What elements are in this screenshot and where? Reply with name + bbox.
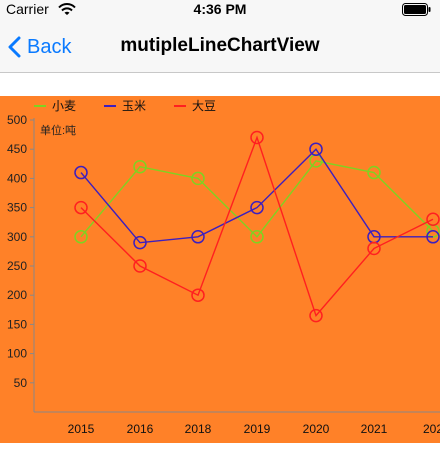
data-point xyxy=(74,230,88,244)
data-point xyxy=(309,142,323,156)
y-tick-label: 200 xyxy=(7,288,27,302)
data-point xyxy=(133,159,147,174)
chart-canvas: 单位:吨 50 100 150 200 250 300 350 400 450 500 2015 2… xyxy=(0,96,440,443)
y-tick-label: 250 xyxy=(7,259,27,273)
status-bar: Carrier 4:36 PM xyxy=(0,0,440,20)
x-tick-label: 2018 xyxy=(185,422,212,436)
series-line xyxy=(80,160,434,238)
legend-label: 大豆 xyxy=(192,99,216,113)
x-tick-label: 2015 xyxy=(68,422,95,436)
data-point xyxy=(74,200,88,215)
data-point xyxy=(426,230,440,244)
data-point xyxy=(133,259,147,273)
carrier-label: Carrier xyxy=(6,1,49,17)
data-point xyxy=(133,235,147,250)
back-label: Back xyxy=(27,35,72,58)
page-title: mutipleLineChartView xyxy=(120,35,320,56)
data-point xyxy=(191,171,205,186)
x-tick-label: 2016 xyxy=(127,422,154,436)
data-point xyxy=(426,212,440,227)
status-time: 4:36 PM xyxy=(193,1,247,17)
x-tick-label: 202 xyxy=(423,422,440,436)
back-button[interactable]: Back xyxy=(8,33,71,61)
chevron-left-icon xyxy=(8,36,21,58)
y-tick-label: 300 xyxy=(7,230,27,244)
battery-icon xyxy=(402,3,432,19)
series-line xyxy=(80,148,433,244)
data-point xyxy=(367,165,381,180)
legend-label: 玉米 xyxy=(122,99,146,113)
data-point xyxy=(74,165,88,180)
data-point xyxy=(191,230,205,244)
legend-label: 小麦 xyxy=(52,99,76,113)
data-point xyxy=(250,130,264,145)
x-tick-label: 2020 xyxy=(303,422,330,436)
data-point xyxy=(191,288,205,302)
data-point xyxy=(367,241,381,256)
series-line xyxy=(80,135,434,318)
y-tick-label: 450 xyxy=(7,142,27,156)
content-area: 单位:吨 50 100 150 200 250 300 350 400 450 500 2015 2… xyxy=(0,73,440,463)
y-tick-label: 500 xyxy=(7,113,27,127)
x-tick-label: 2019 xyxy=(244,422,271,436)
chart-background xyxy=(0,96,440,443)
y-tick-label: 150 xyxy=(7,317,27,331)
y-tick-label: 100 xyxy=(7,347,27,361)
data-point xyxy=(309,308,323,323)
multiple-line-chart: 单位:吨 50 100 150 200 250 300 350 400 450 500 2015 2… xyxy=(0,96,440,443)
data-point xyxy=(250,200,264,215)
navigation-bar: Back mutipleLineChartView xyxy=(0,20,440,73)
wifi-icon xyxy=(58,3,76,19)
y-tick-label: 400 xyxy=(7,171,27,185)
data-point xyxy=(250,230,264,244)
x-tick-label: 2021 xyxy=(361,422,388,436)
y-tick-label: 350 xyxy=(7,201,27,215)
y-unit-label: 单位:吨 xyxy=(40,123,76,137)
y-tick-label: 50 xyxy=(14,376,28,390)
